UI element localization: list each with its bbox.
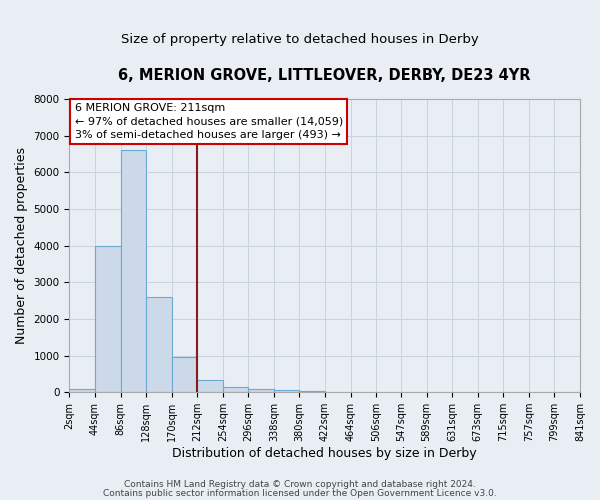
Bar — [274, 390, 299, 392]
Bar — [172, 358, 197, 392]
Bar — [70, 390, 95, 392]
Text: Contains public sector information licensed under the Open Government Licence v3: Contains public sector information licen… — [103, 488, 497, 498]
Bar — [299, 391, 325, 392]
Y-axis label: Number of detached properties: Number of detached properties — [15, 147, 28, 344]
Bar — [223, 388, 248, 392]
Text: Size of property relative to detached houses in Derby: Size of property relative to detached ho… — [121, 32, 479, 46]
Text: Contains HM Land Registry data © Crown copyright and database right 2024.: Contains HM Land Registry data © Crown c… — [124, 480, 476, 489]
Bar — [95, 246, 121, 392]
Title: 6, MERION GROVE, LITTLEOVER, DERBY, DE23 4YR: 6, MERION GROVE, LITTLEOVER, DERBY, DE23… — [118, 68, 531, 82]
Bar — [248, 390, 274, 392]
Bar — [121, 150, 146, 392]
X-axis label: Distribution of detached houses by size in Derby: Distribution of detached houses by size … — [172, 447, 477, 460]
Bar — [146, 297, 172, 392]
Bar — [197, 380, 223, 392]
Text: 6 MERION GROVE: 211sqm
← 97% of detached houses are smaller (14,059)
3% of semi-: 6 MERION GROVE: 211sqm ← 97% of detached… — [74, 104, 343, 140]
